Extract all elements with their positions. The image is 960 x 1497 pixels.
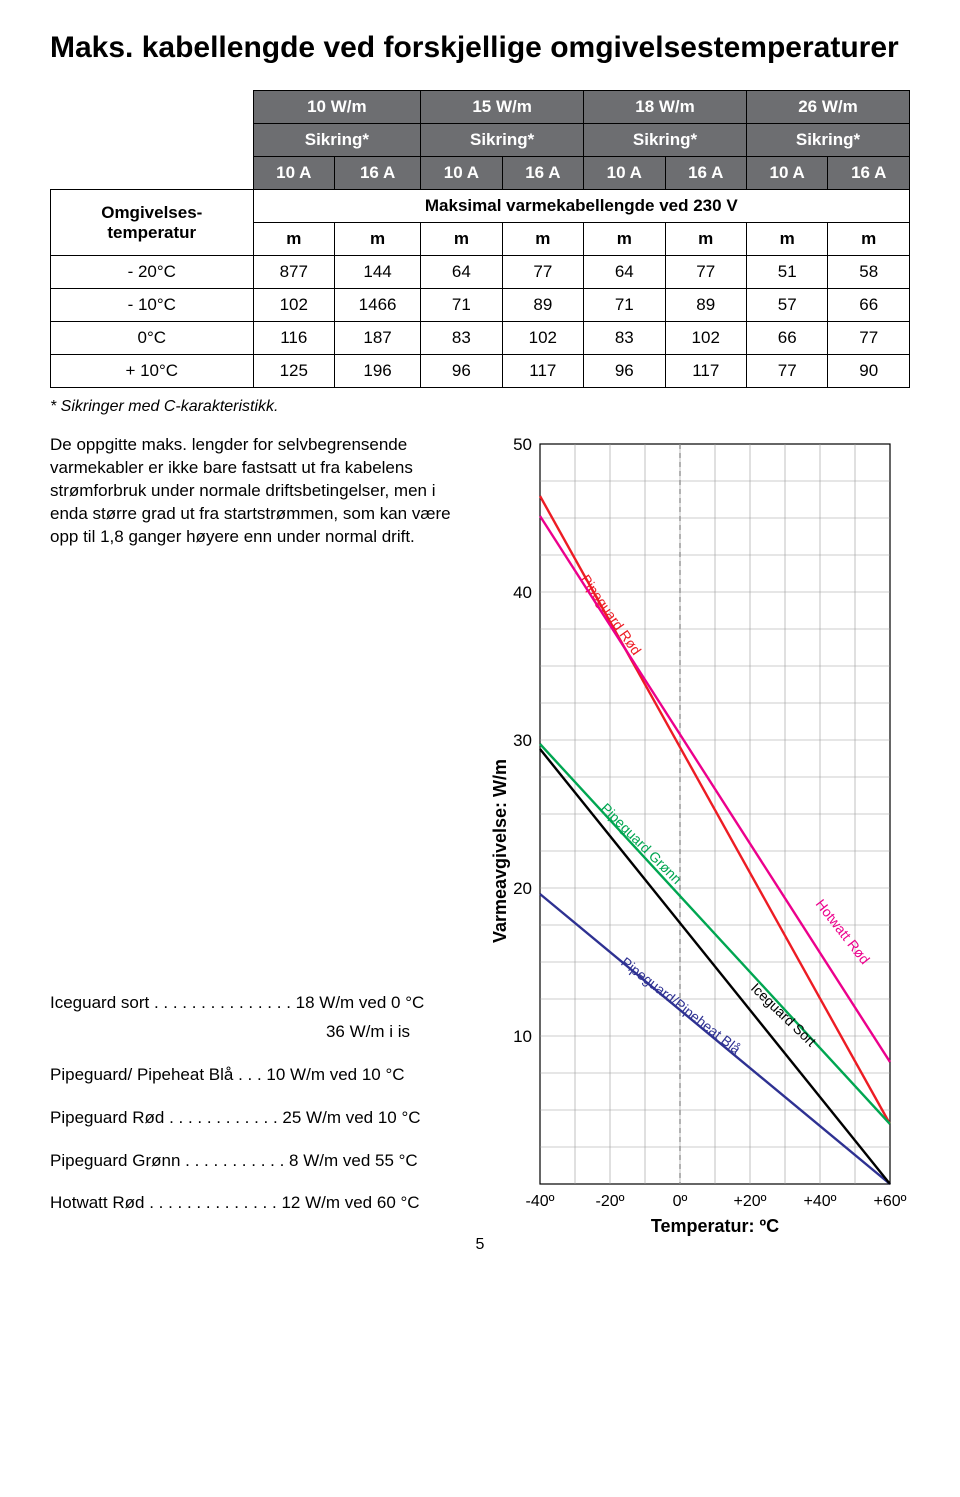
cell: 96 (584, 355, 665, 388)
cell: 102 (502, 322, 583, 355)
cell: 117 (665, 355, 746, 388)
col-amp-5: 16 A (665, 157, 746, 190)
svg-text:20: 20 (513, 879, 532, 898)
legend-line: Pipeguard Grønn . . . . . . . . . . . 8 … (50, 1147, 490, 1176)
cell: 51 (746, 256, 827, 289)
svg-text:-40º: -40º (526, 1193, 555, 1210)
svg-text:Pipeguard/Pipeheat Blå: Pipeguard/Pipeheat Blå (618, 954, 744, 1057)
col-sikring-2: Sikring* (584, 124, 747, 157)
cell: 77 (665, 256, 746, 289)
col-sikring-3: Sikring* (746, 124, 909, 157)
product-legend: Iceguard sort . . . . . . . . . . . . . … (50, 989, 490, 1218)
row-label: - 10°C (51, 289, 254, 322)
table-row: - 10°C1021466718971895766 (51, 289, 910, 322)
legend-line: Pipeguard/ Pipeheat Blå . . . 10 W/m ved… (50, 1061, 490, 1090)
table-footnote: * Sikringer med C-karakteristikk. (50, 398, 910, 416)
cell: 89 (502, 289, 583, 322)
col-unit-2: m (421, 223, 502, 256)
cell: 102 (665, 322, 746, 355)
col-unit-5: m (665, 223, 746, 256)
col-amp-6: 10 A (746, 157, 827, 190)
cell: 77 (502, 256, 583, 289)
table-row: 0°C11618783102831026677 (51, 322, 910, 355)
legend-line: Pipeguard Rød . . . . . . . . . . . . 25… (50, 1104, 490, 1133)
svg-text:-20º: -20º (596, 1193, 625, 1210)
col-unit-6: m (746, 223, 827, 256)
svg-text:10: 10 (513, 1027, 532, 1046)
row-label: 0°C (51, 322, 254, 355)
svg-text:Pipeguard Rød: Pipeguard Rød (578, 572, 645, 658)
svg-text:Varmeavgivelse: W/m: Varmeavgivelse: W/m (490, 759, 510, 943)
col-power-0: 10 W/m (253, 91, 421, 124)
col-unit-1: m (335, 223, 421, 256)
cell: 117 (502, 355, 583, 388)
cell: 125 (253, 355, 334, 388)
svg-text:Temperatur: ºC: Temperatur: ºC (651, 1216, 779, 1236)
col-sikring-1: Sikring* (421, 124, 584, 157)
svg-text:50: 50 (513, 435, 532, 454)
col-unit-7: m (828, 223, 910, 256)
svg-text:+20º: +20º (734, 1193, 767, 1210)
table-row: + 10°C12519696117961177790 (51, 355, 910, 388)
cell: 71 (421, 289, 502, 322)
cell: 89 (665, 289, 746, 322)
cell: 77 (746, 355, 827, 388)
cell: 187 (335, 322, 421, 355)
cell: 57 (746, 289, 827, 322)
cell: 196 (335, 355, 421, 388)
table-row: - 20°C877144647764775158 (51, 256, 910, 289)
cell: 116 (253, 322, 334, 355)
cell: 144 (335, 256, 421, 289)
col-power-3: 26 W/m (746, 91, 909, 124)
col-amp-4: 10 A (584, 157, 665, 190)
col-amp-7: 16 A (828, 157, 910, 190)
cell: 66 (828, 289, 910, 322)
svg-text:40: 40 (513, 583, 532, 602)
cell: 77 (828, 322, 910, 355)
row-label: - 20°C (51, 256, 254, 289)
svg-text:0º: 0º (673, 1193, 688, 1210)
col-unit-3: m (502, 223, 583, 256)
cell: 877 (253, 256, 334, 289)
col-amp-2: 10 A (421, 157, 502, 190)
cell: 71 (584, 289, 665, 322)
heat-output-chart: 50 40 30 20 10 -40º -20º 0º +20º +40º +60º Varmeavg… (490, 434, 910, 1249)
mid-header: Maksimal varmekabellengde ved 230 V (253, 190, 909, 223)
col-power-2: 18 W/m (584, 91, 747, 124)
cell: 96 (421, 355, 502, 388)
cell: 64 (421, 256, 502, 289)
cell: 90 (828, 355, 910, 388)
row-label: + 10°C (51, 355, 254, 388)
cell: 83 (421, 322, 502, 355)
cell: 83 (584, 322, 665, 355)
col-sikring-0: Sikring* (253, 124, 421, 157)
col-amp-0: 10 A (253, 157, 334, 190)
row-label-header: Omgivelses-temperatur (51, 190, 254, 256)
svg-text:30: 30 (513, 731, 532, 750)
page-title: Maks. kabellengde ved forskjellige omgiv… (50, 30, 910, 66)
svg-text:+60º: +60º (874, 1193, 907, 1210)
col-unit-0: m (253, 223, 334, 256)
col-power-1: 15 W/m (421, 91, 584, 124)
legend-line: Iceguard sort . . . . . . . . . . . . . … (50, 989, 490, 1018)
legend-sub: 36 W/m i is (50, 1018, 490, 1047)
cable-length-table: 10 W/m 15 W/m 18 W/m 26 W/m Sikring* Sik… (50, 90, 910, 388)
cell: 58 (828, 256, 910, 289)
cell: 66 (746, 322, 827, 355)
col-amp-1: 16 A (335, 157, 421, 190)
legend-line: Hotwatt Rød . . . . . . . . . . . . . . … (50, 1189, 490, 1218)
col-unit-4: m (584, 223, 665, 256)
cell: 102 (253, 289, 334, 322)
svg-text:Iceguard Sort: Iceguard Sort (748, 980, 820, 1050)
explanatory-paragraph: De oppgitte maks. lengder for selvbegren… (50, 434, 470, 549)
cell: 64 (584, 256, 665, 289)
svg-text:+40º: +40º (804, 1193, 837, 1210)
cell: 1466 (335, 289, 421, 322)
col-amp-3: 16 A (502, 157, 583, 190)
